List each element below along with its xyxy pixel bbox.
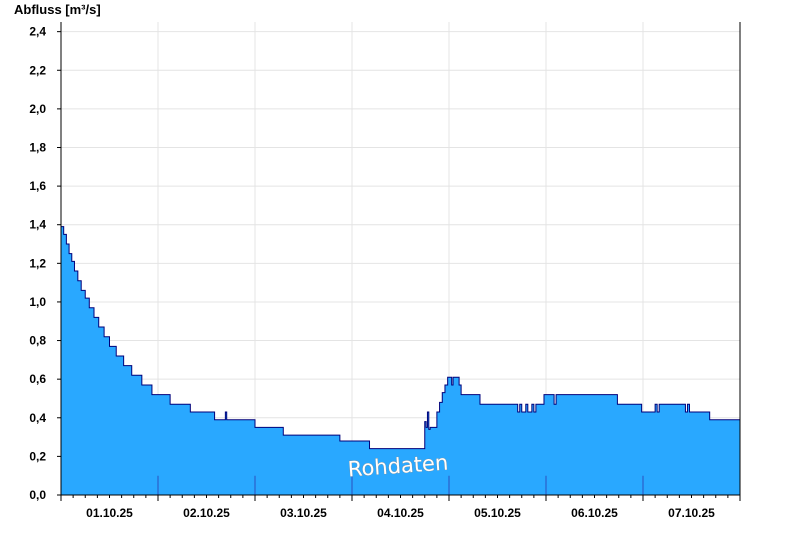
y-tick-label-1: 0,2 <box>29 449 46 463</box>
discharge-line <box>61 226 740 450</box>
y-tick-label-6: 1,2 <box>29 256 46 270</box>
x-tick-label-1: 02.10.25 <box>183 506 230 520</box>
y-axis-label: Abfluss [m³/s] <box>14 2 101 17</box>
x-ticks: 01.10.25 02.10.25 03.10.25 04.10.25 05.10.25… <box>60 495 741 520</box>
y-tick-label-4: 0,8 <box>29 334 46 348</box>
x-tick-label-0: 01.10.25 <box>86 506 133 520</box>
x-tick-label-4: 05.10.25 <box>474 506 521 520</box>
discharge-area <box>61 226 740 495</box>
x-tick-label-5: 06.10.25 <box>571 506 618 520</box>
y-tick-label-2: 0,4 <box>29 411 46 425</box>
y-tick-label-12: 2,4 <box>29 25 46 39</box>
y-tick-label-0: 0,0 <box>29 488 46 502</box>
x-tick-label-6: 07.10.25 <box>668 506 715 520</box>
y-tick-label-11: 2,2 <box>29 63 46 77</box>
x-tick-label-3: 04.10.25 <box>377 506 424 520</box>
y-tick-label-3: 0,6 <box>29 372 46 386</box>
y-tick-label-5: 1,0 <box>29 295 46 309</box>
y-ticks: 0,0 0,2 0,4 0,6 0,8 1,0 1,2 1,4 1,6 1,8 2,0 2,2 2,4 <box>29 25 61 502</box>
x-tick-label-2: 03.10.25 <box>280 506 327 520</box>
y-tick-label-10: 2,0 <box>29 102 46 116</box>
y-tick-label-7: 1,4 <box>29 218 46 232</box>
day-boundaries <box>157 475 644 495</box>
grid <box>61 22 740 495</box>
y-tick-label-9: 1,8 <box>29 140 46 154</box>
y-tick-label-8: 1,6 <box>29 179 46 193</box>
